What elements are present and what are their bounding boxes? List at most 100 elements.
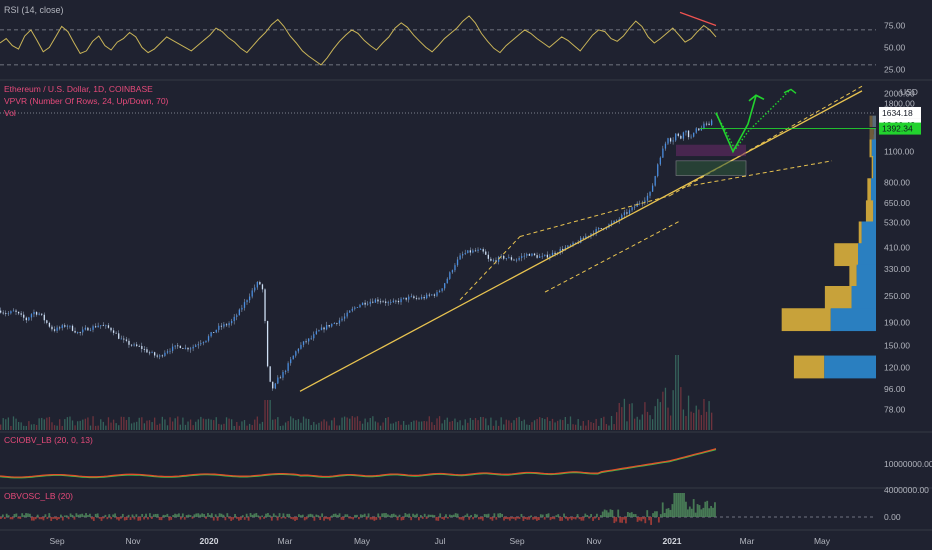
candle-body (580, 237, 582, 243)
obvosc-bar (178, 513, 180, 517)
rsi-tick-label: 75.00 (884, 21, 906, 31)
obvosc-bar (187, 514, 190, 517)
obvosc-bar (679, 493, 682, 517)
obvosc-bar (127, 514, 130, 517)
vpvr-down-bar (865, 200, 874, 224)
cciobv-panel[interactable]: 10000000.00 (0, 448, 932, 479)
obvosc-panel[interactable]: 4000000.00 0.00 (0, 485, 929, 525)
candle-body (644, 200, 646, 203)
volume-bar (693, 412, 695, 430)
candle-body (485, 251, 487, 255)
candle-body (482, 249, 484, 252)
obvosc-bar (290, 517, 293, 519)
obvosc-bar (460, 517, 463, 520)
volume-bar (546, 417, 549, 430)
time-axis[interactable]: Sep Nov 2020 Mar May Jul Sep Nov 2021 Mar May (49, 536, 830, 546)
candle-body (187, 347, 189, 350)
volume-bar (675, 355, 677, 430)
obvosc-bar (685, 501, 687, 517)
candle-body (616, 220, 618, 222)
candle-body (184, 347, 187, 349)
price-axis[interactable]: 78.00 96.00 120.00 150.00 190.00 250.00 330.00… (879, 88, 921, 414)
candle-body (349, 310, 351, 313)
obvosc-bar (63, 515, 66, 517)
candle-body (315, 331, 318, 335)
obvosc-bar (638, 517, 641, 521)
forecast-arrowhead (748, 94, 765, 102)
candle-body (651, 185, 654, 192)
obvosc-tick-label: 0.00 (884, 512, 901, 522)
candle-body (618, 218, 620, 221)
obvosc-bar (230, 517, 233, 521)
obvosc-bar (621, 517, 623, 523)
candle-body (549, 255, 551, 258)
obvosc-bar (634, 514, 637, 517)
channel-line (544, 220, 681, 293)
candle-body (238, 309, 241, 316)
obvosc-bar (584, 513, 587, 517)
volume-bar (279, 425, 282, 430)
volume-bar (510, 422, 513, 430)
candle-body (698, 128, 700, 131)
obvosc-bar (286, 513, 289, 517)
obvosc-bar (27, 513, 29, 517)
candle-body (587, 235, 590, 237)
drawings[interactable] (0, 85, 876, 392)
volume-bar (30, 424, 33, 430)
obvosc-bar (71, 514, 74, 517)
obvosc-bar (681, 493, 683, 517)
candle-body (189, 348, 192, 350)
obvosc-bar (625, 517, 627, 524)
volume-bar (210, 419, 212, 430)
obvosc-bar (702, 507, 705, 517)
obvosc-bar (470, 515, 473, 517)
obvosc-bar (67, 517, 70, 520)
obvosc-bar (464, 515, 467, 517)
volume-bar (207, 418, 210, 430)
last-price-badge-bg (879, 106, 921, 119)
obvosc-bar (704, 501, 707, 517)
candle-body (415, 297, 418, 299)
obvosc-bar (615, 517, 618, 522)
obvosc-bar (108, 514, 111, 517)
obvosc-bar (677, 493, 680, 517)
volume-bar (315, 424, 318, 430)
volume-bar (248, 423, 251, 430)
obvosc-bar (222, 514, 225, 517)
price-candles[interactable] (0, 118, 713, 391)
obvosc-bar (191, 517, 194, 519)
candle-body (197, 344, 199, 346)
obvosc-bar (36, 514, 39, 517)
candle-body (418, 298, 420, 300)
candle-body (279, 377, 282, 379)
candle-body (492, 260, 495, 262)
volume-bar (343, 416, 346, 430)
obvosc-bar (530, 515, 533, 517)
volume-bar (200, 416, 202, 430)
obvosc-bar (369, 517, 372, 520)
volume-bar (174, 418, 176, 430)
obvosc-bar (220, 513, 223, 517)
volume-bar (79, 420, 81, 430)
obvosc-bar (152, 514, 155, 517)
obvosc-bar (119, 517, 122, 519)
candle-body (361, 302, 364, 306)
obvosc-bar (522, 517, 525, 521)
obvosc-bar (400, 517, 403, 521)
candle-body (420, 297, 423, 299)
volume-bar (467, 422, 469, 430)
obvosc-bar (597, 517, 600, 521)
candle-body (451, 270, 454, 273)
volume-bar (251, 425, 253, 430)
obvosc-bar (692, 499, 695, 517)
obvosc-bar (102, 517, 105, 519)
rsi-divergence-line (679, 11, 717, 27)
time-axis-label: 2020 (200, 536, 219, 546)
channel-line (679, 160, 833, 189)
volume-bar (7, 417, 10, 430)
candle-body (508, 257, 510, 259)
volume-bar (105, 425, 107, 430)
rsi-panel[interactable]: 75.00 50.00 25.00 (0, 11, 906, 74)
volume-profile (781, 115, 876, 379)
